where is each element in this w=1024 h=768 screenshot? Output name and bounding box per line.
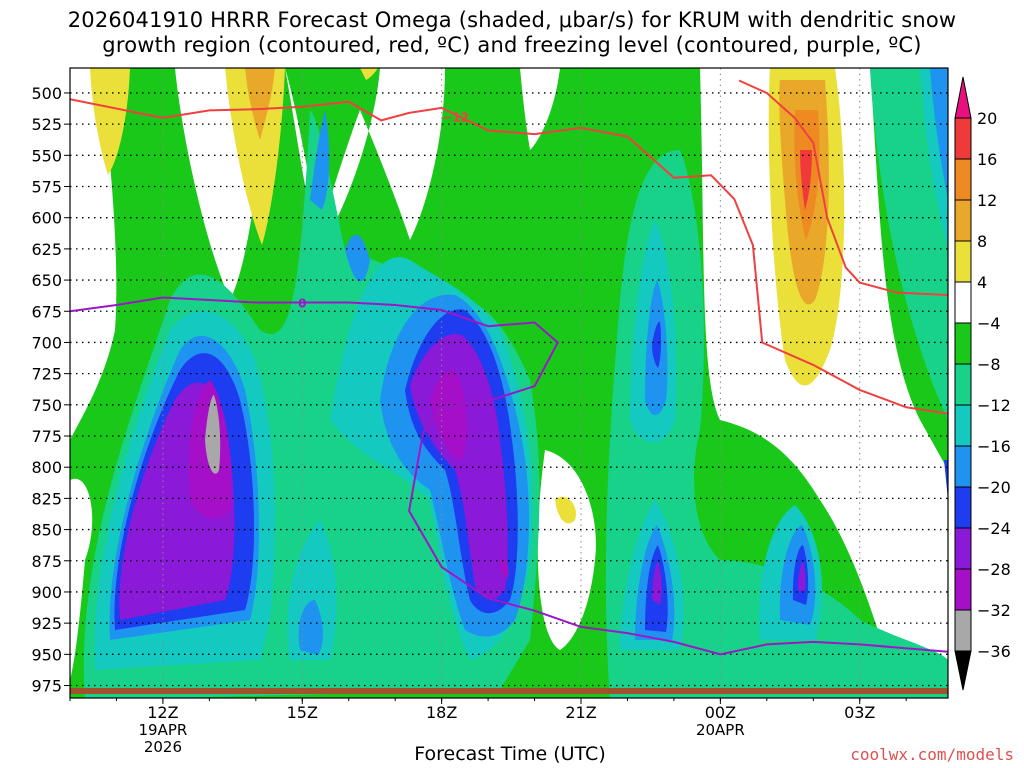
y-axis: 500 525 550 575 600 625 650 675 700 725 750 775 800 8…	[31, 84, 70, 696]
colorbar-label: −24	[977, 519, 1011, 538]
x-tick-sublabel: 19APR	[138, 721, 187, 739]
freezing-level-contour	[70, 296, 948, 656]
colorbar-label: 8	[977, 232, 987, 251]
credit-text: coolwx.com/models	[850, 745, 1014, 764]
omega-shading	[70, 68, 948, 698]
y-tick-label: 825	[31, 489, 62, 508]
colorbar-swatch	[954, 117, 972, 160]
colorbar-label: −32	[977, 601, 1011, 620]
colorbar-swatch	[954, 158, 972, 201]
y-tick-label: 575	[31, 178, 62, 197]
colorbar-swatch	[954, 568, 972, 611]
y-tick-label: 975	[31, 677, 62, 696]
x-tick-sublabel: 2026	[144, 738, 182, 756]
y-tick-label: 625	[31, 240, 62, 259]
y-tick-label: 725	[31, 365, 62, 384]
dgz-contour-label: −12	[442, 111, 469, 125]
colorbar-label: 12	[977, 191, 997, 210]
colorbar-swatch	[954, 527, 972, 570]
y-tick-label: 750	[31, 396, 62, 415]
colorbar-swatch	[954, 486, 972, 529]
colorbar-label: −20	[977, 478, 1011, 497]
dgz-contour-minus12-b	[738, 79, 948, 296]
chart-title-line2: growth region (contoured, red, ºC) and f…	[102, 33, 922, 57]
colorbar-label: −16	[977, 437, 1011, 456]
x-axis-label: Forecast Time (UTC)	[414, 743, 606, 765]
colorbar-swatch	[954, 609, 972, 652]
y-tick-label: 700	[31, 333, 62, 352]
colorbar-swatch	[954, 240, 972, 283]
y-tick-label: 950	[31, 645, 62, 664]
y-tick-label: 550	[31, 146, 62, 165]
x-tick-label: 03Z	[844, 703, 875, 722]
x-tick-sublabel: 20APR	[696, 721, 745, 739]
x-tick-label: 12Z	[147, 703, 178, 722]
x-tick-label: 00Z	[705, 703, 736, 722]
plot-frame	[69, 67, 949, 699]
x-tick-label: 21Z	[565, 703, 596, 722]
contour-lines: −12 0	[70, 79, 948, 656]
y-tick-label: 900	[31, 583, 62, 602]
y-tick-label: 525	[31, 115, 62, 134]
colorbar-swatch	[954, 445, 972, 488]
y-tick-label: 600	[31, 209, 62, 228]
colorbar-label: −4	[977, 314, 1001, 333]
colorbar-swatch	[954, 363, 972, 406]
colorbar-label: 20	[977, 109, 997, 128]
colorbar: 20 16 12 8 4 −4 −8 −12 −16 −20 −24 −28 −32 −36	[954, 76, 1011, 691]
grid-lines	[70, 68, 948, 698]
y-tick-label: 650	[31, 271, 62, 290]
chart-title-line1: 2026041910 HRRR Forecast Omega (shaded, …	[67, 8, 957, 32]
colorbar-swatch	[954, 199, 972, 242]
colorbar-label: 4	[977, 273, 987, 292]
y-tick-label: 675	[31, 302, 62, 321]
colorbar-label: −8	[977, 355, 1001, 374]
freezing-contour-label: 0	[298, 297, 306, 311]
colorbar-label: −36	[977, 642, 1011, 661]
colorbar-top-arrow	[954, 76, 972, 119]
colorbar-swatch	[954, 404, 972, 447]
colorbar-label: −12	[977, 396, 1011, 415]
x-tick-label: 18Z	[426, 703, 457, 722]
y-tick-label: 800	[31, 458, 62, 477]
x-tick-label: 15Z	[287, 703, 318, 722]
colorbar-label: 16	[977, 150, 997, 169]
colorbar-swatch	[954, 281, 972, 324]
y-tick-label: 925	[31, 614, 62, 633]
y-tick-label: 850	[31, 521, 62, 540]
ground-strip	[70, 688, 948, 694]
colorbar-label: −28	[977, 560, 1011, 579]
dgz-contour-minus12	[70, 98, 948, 415]
y-tick-label: 500	[31, 84, 62, 103]
y-tick-label: 875	[31, 552, 62, 571]
y-tick-label: 775	[31, 427, 62, 446]
colorbar-bottom-arrow	[954, 650, 972, 691]
colorbar-swatch	[954, 322, 972, 365]
